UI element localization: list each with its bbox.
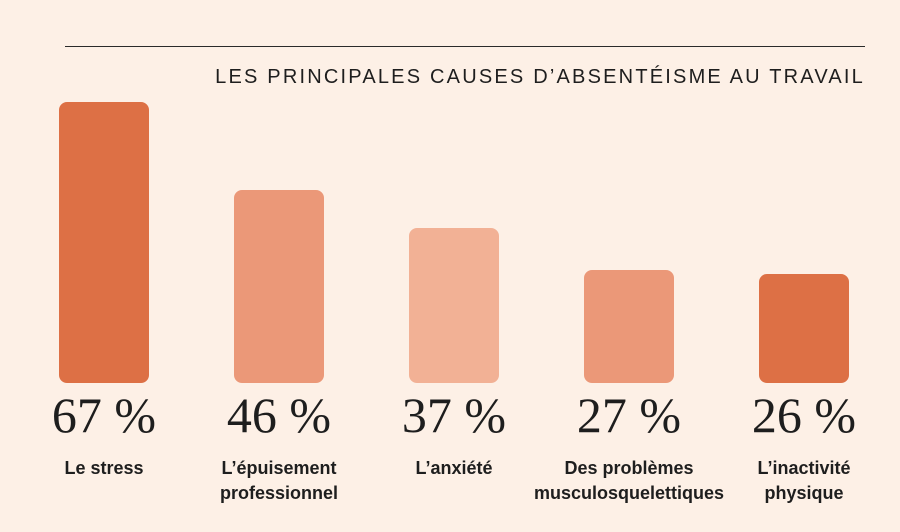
category-label-5: L’inactivité physique — [709, 456, 899, 506]
bar-1 — [59, 102, 149, 383]
category-label-line: L’épuisement — [221, 458, 337, 478]
value-label-3: 37 % — [401, 387, 507, 443]
category-label-2: L’épuisement professionnel — [184, 456, 374, 506]
category-label-line: L’inactivité — [757, 458, 851, 478]
value-label-2: 46 % — [226, 387, 332, 443]
category-label-line: professionnel — [219, 483, 339, 503]
bar-4 — [584, 269, 674, 383]
category-label-line: L’anxiété — [415, 458, 493, 478]
chart-title: LES PRINCIPALES CAUSES D’ABSENTÉISME AU … — [215, 66, 865, 88]
bar-3 — [409, 227, 499, 383]
category-label-line: musculosquelettiques — [534, 483, 725, 503]
bar-2 — [234, 190, 324, 383]
bar-5 — [759, 273, 849, 383]
category-label-line: Le stress — [64, 458, 144, 478]
category-label-3: L’anxiété — [359, 456, 549, 481]
category-label-line: physique — [764, 483, 844, 503]
value-label-1: 67 % — [51, 387, 157, 443]
category-label-line: Des problèmes — [564, 458, 694, 478]
category-label-4: Des problèmes musculosquelettiques — [534, 456, 724, 506]
category-label-1: Le stress — [9, 456, 199, 481]
value-label-5: 26 % — [751, 387, 857, 443]
value-label-4: 27 % — [576, 387, 682, 443]
top-rule — [65, 46, 865, 47]
